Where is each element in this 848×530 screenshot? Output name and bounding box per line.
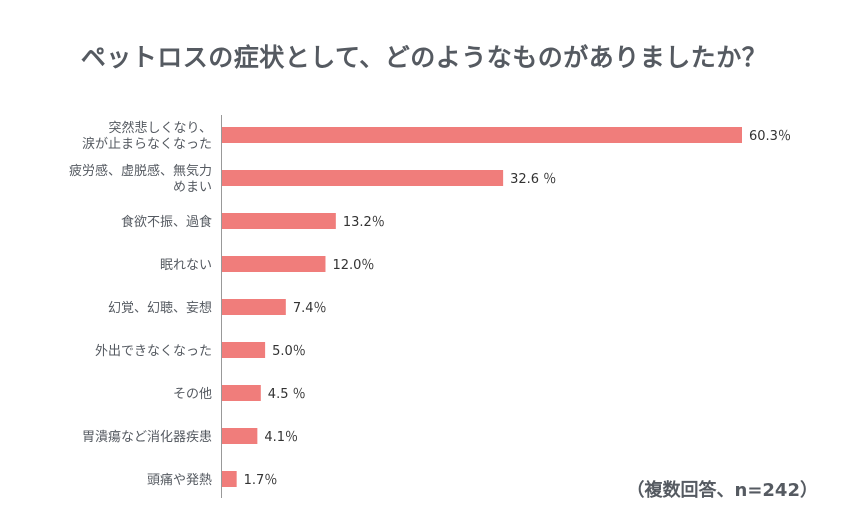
value-label-0: 60.3％	[749, 129, 791, 144]
value-label-3: 12.0％	[332, 258, 374, 273]
value-label-6: 4.5 ％	[268, 387, 306, 402]
category-label-6: その他	[173, 387, 212, 402]
category-label-3: 眠れない	[160, 258, 212, 273]
category-label-1: 疲労感、虚脱感、無気力めまい	[69, 163, 212, 195]
category-label-4: 幻覚、幻聴、妄想	[108, 300, 212, 316]
value-labels-group: 60.3％ 32.6 ％ 13.2％ 12.0％ 7.4％ 5.0％ 4.5 ％ 4.1％ 1.…	[244, 129, 791, 488]
category-label-5: 外出できなくなった	[95, 344, 212, 359]
bar-8	[222, 471, 237, 487]
value-label-1: 32.6 ％	[510, 172, 556, 187]
category-labels-group: 突然悲しくなり、涙が止まらなくなった疲労感、虚脱感、無気力めまい食欲不振、過食眠…	[69, 120, 212, 488]
sample-note: （複数回答、n=242）	[626, 480, 818, 501]
value-label-4: 7.4％	[293, 301, 327, 316]
bar-1	[222, 170, 504, 186]
value-label-7: 4.1％	[264, 430, 298, 445]
bar-5	[222, 342, 266, 358]
chart-title: ペットロスの症状として、どのようなものがありましたか？	[80, 43, 768, 72]
category-label-7: 胃潰瘍など消化器疾患	[82, 429, 212, 445]
value-label-5: 5.0％	[272, 344, 306, 359]
bar-7	[222, 428, 258, 444]
bar-3	[222, 256, 326, 272]
category-label-2: 食欲不振、過食	[121, 214, 212, 230]
value-label-2: 13.2％	[343, 215, 385, 230]
category-label-8: 頭痛や発熱	[147, 472, 212, 488]
bar-2	[222, 213, 336, 229]
bar-6	[222, 385, 261, 401]
category-label-0: 突然悲しくなり、涙が止まらなくなった	[82, 120, 212, 152]
value-label-8: 1.7％	[244, 473, 278, 488]
bar-0	[222, 127, 742, 143]
bars-group	[222, 127, 742, 487]
bar-4	[222, 299, 286, 315]
